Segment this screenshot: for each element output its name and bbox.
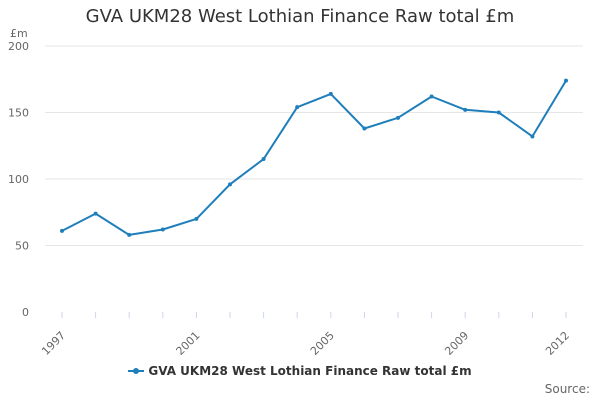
chart-title: GVA UKM28 West Lothian Finance Raw total… [85,6,515,27]
data-point[interactable] [194,216,199,221]
data-point[interactable] [463,107,468,112]
data-point[interactable] [160,227,165,232]
data-point[interactable] [362,126,367,131]
grid-lines [45,45,583,246]
data-point[interactable] [93,211,98,216]
data-point[interactable] [328,91,333,96]
data-point[interactable] [429,94,434,99]
data-point[interactable] [127,232,132,237]
series-line[interactable] [61,79,567,236]
legend-item[interactable]: GVA UKM28 West Lothian Finance Raw total… [128,364,472,378]
x-tick-label: 2005 [308,329,337,358]
legend: GVA UKM28 West Lothian Finance Raw total… [0,364,600,378]
x-tick-label: 1997 [39,329,68,358]
x-axis: 1997 2001 2005 2009 2012 [39,312,572,358]
x-tick-label: 2009 [442,329,471,358]
y-axis: £m 0 50 100 150 200 [8,27,29,319]
data-point[interactable] [60,228,64,233]
x-tick-label: 2012 [543,329,572,358]
y-axis-title: £m [10,27,28,40]
y-tick-label: 0 [22,306,29,319]
data-point[interactable] [295,105,300,110]
y-tick-label: 150 [8,107,29,120]
x-tick-label: 2001 [174,329,203,358]
data-point[interactable] [496,110,501,115]
legend-label: GVA UKM28 West Lothian Finance Raw total… [148,364,472,378]
legend-line-marker-icon [128,366,145,376]
y-tick-label: 50 [15,240,29,253]
data-point[interactable] [564,78,568,83]
series-layer [60,78,568,237]
data-point[interactable] [261,157,266,162]
source-credit[interactable]: Source: [544,382,590,396]
data-point[interactable] [530,134,535,139]
data-point[interactable] [228,182,232,187]
data-point[interactable] [396,115,400,120]
y-tick-label: 100 [8,173,29,186]
y-tick-label: 200 [8,40,29,53]
